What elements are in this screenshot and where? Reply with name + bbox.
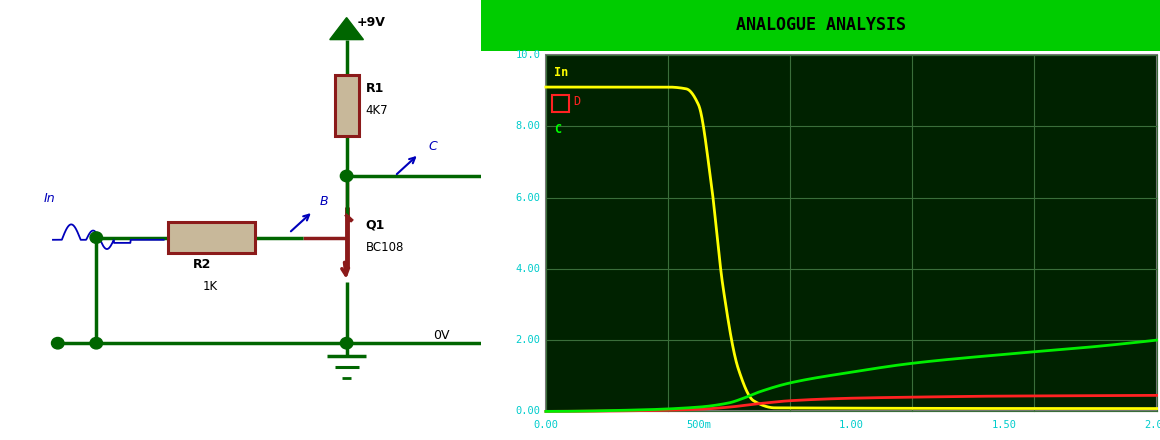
Text: 0V: 0V	[434, 329, 450, 342]
Text: B: B	[320, 194, 328, 208]
Text: BC108: BC108	[365, 241, 404, 254]
Circle shape	[90, 337, 102, 349]
Text: ANALOGUE ANALYSIS: ANALOGUE ANALYSIS	[735, 16, 906, 34]
Bar	[552, 95, 568, 112]
Bar	[334, 75, 358, 136]
Circle shape	[340, 337, 353, 349]
Text: +9V: +9V	[356, 15, 385, 29]
Text: 2.00: 2.00	[515, 335, 541, 345]
Text: 1K: 1K	[202, 280, 217, 293]
Text: 500m: 500m	[686, 420, 711, 430]
Bar	[546, 55, 1157, 411]
Text: C: C	[428, 139, 437, 153]
Text: 10.0: 10.0	[515, 50, 541, 60]
Circle shape	[90, 232, 102, 243]
Text: In: In	[554, 66, 568, 79]
Text: 6.00: 6.00	[515, 193, 541, 202]
Text: R2: R2	[193, 258, 211, 271]
Text: D: D	[573, 95, 580, 108]
Text: 1.50: 1.50	[992, 420, 1016, 430]
Circle shape	[340, 170, 353, 182]
Text: 2.00: 2.00	[1144, 420, 1160, 430]
Text: 4.00: 4.00	[515, 264, 541, 274]
Text: In: In	[43, 192, 55, 205]
Text: 8.00: 8.00	[515, 121, 541, 131]
Text: Q1: Q1	[365, 219, 385, 232]
Text: 0.00: 0.00	[534, 420, 558, 430]
Circle shape	[51, 337, 64, 349]
Bar	[481, 0, 1160, 51]
Polygon shape	[329, 18, 363, 40]
Text: 0.00: 0.00	[515, 407, 541, 416]
Text: 4K7: 4K7	[365, 104, 389, 117]
Text: 1.00: 1.00	[839, 420, 864, 430]
Bar	[168, 222, 255, 253]
Text: C: C	[554, 123, 561, 136]
Text: R1: R1	[365, 82, 384, 95]
